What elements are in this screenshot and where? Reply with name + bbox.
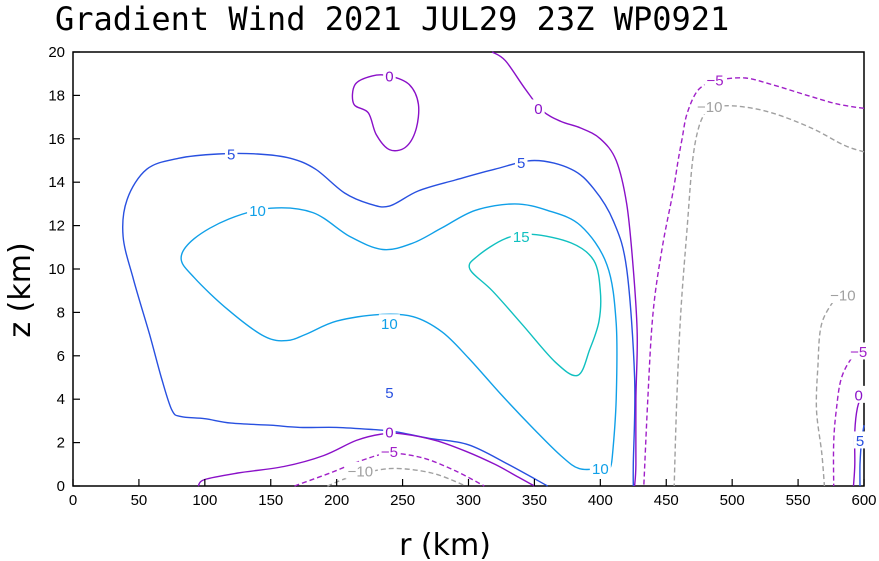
contour-label-bg xyxy=(852,385,865,403)
plot-frame xyxy=(72,51,865,487)
x-tick-label: 300 xyxy=(456,492,481,509)
contour-label: 5 xyxy=(856,433,864,450)
x-tick-label: 50 xyxy=(131,492,148,509)
contour-label: 10 xyxy=(381,316,398,333)
y-tick-label: 12 xyxy=(48,218,65,235)
contour-label: 15 xyxy=(513,229,530,246)
contour-label-bg xyxy=(510,227,532,245)
contour-label: −5 xyxy=(381,444,398,461)
contour-label: 0 xyxy=(385,424,393,441)
x-tick-label: 200 xyxy=(324,492,349,509)
contour-label-bg xyxy=(853,431,867,449)
contour-label-bg xyxy=(589,459,611,477)
contour-label-bg xyxy=(514,153,528,171)
x-tick-label: 250 xyxy=(390,492,415,509)
contour-line xyxy=(468,233,602,377)
x-tick-label: 450 xyxy=(654,492,679,509)
contour-label: 5 xyxy=(227,146,235,163)
contour-label: 0 xyxy=(385,68,393,85)
contour-label-bg xyxy=(378,314,400,332)
contour-label: 10 xyxy=(592,461,609,478)
contour-line xyxy=(351,74,420,152)
contour-line xyxy=(121,152,636,487)
contour-label: −10 xyxy=(830,288,855,305)
y-tick-label: 16 xyxy=(48,131,65,148)
y-tick-label: 4 xyxy=(57,391,65,408)
contour-label: −5 xyxy=(706,73,723,90)
contour-lines xyxy=(121,51,865,487)
contour-label: 0 xyxy=(534,101,542,118)
contour-label: −5 xyxy=(850,344,867,361)
contour-label-bg xyxy=(345,461,376,479)
y-tick-label: 14 xyxy=(48,174,65,191)
y-tick-label: 8 xyxy=(57,304,65,321)
contour-label-bg xyxy=(532,99,545,117)
contour-label-bg xyxy=(383,383,396,401)
y-axis: 0 2 4 6 8 10 12 14 16 18 20 xyxy=(48,44,80,495)
contour-label-bg xyxy=(383,66,396,84)
x-tick-label: 0 xyxy=(69,492,77,509)
y-tick-label: 20 xyxy=(48,44,65,61)
contour-label-bg xyxy=(224,144,238,162)
x-tick-label: 100 xyxy=(192,492,217,509)
y-tick-label: 0 xyxy=(57,478,65,495)
x-tick-label: 400 xyxy=(588,492,613,509)
y-tick-label: 18 xyxy=(48,87,65,104)
contour-line xyxy=(180,203,618,471)
chart-title: Gradient Wind 2021 JUL29 23Z WP0921 xyxy=(55,0,729,38)
contour-label-bg xyxy=(828,286,858,304)
contour-label: 10 xyxy=(249,203,266,220)
contour-line xyxy=(643,77,865,487)
plot-area: 15 10 10 10 5 5 5 0 0 0 −5 −5 −5 −10 −10 −10 0 5 xyxy=(72,51,870,487)
contour-labels: 15 10 10 10 5 5 5 0 0 0 −5 −5 −5 −10 −10 −10 0 5 xyxy=(224,66,870,480)
y-tick-label: 10 xyxy=(48,261,65,278)
contour-label-bg xyxy=(704,71,726,89)
contour-label-bg xyxy=(378,442,400,460)
contour-label: 5 xyxy=(385,385,393,402)
contour-label-bg xyxy=(383,422,396,440)
contour-label: −10 xyxy=(697,99,722,116)
contour-label: 0 xyxy=(855,387,863,404)
x-tick-label: 150 xyxy=(258,492,283,509)
y-axis-label: z (km) xyxy=(3,242,38,337)
contour-label-bg xyxy=(848,342,870,360)
x-tick-label: 500 xyxy=(720,492,745,509)
contour-line xyxy=(491,51,638,487)
contour-label-bg xyxy=(695,97,725,115)
x-tick-label: 550 xyxy=(786,492,811,509)
contour-label-bg xyxy=(247,201,269,219)
contour-label: 5 xyxy=(517,155,525,172)
contour-line xyxy=(815,294,839,487)
y-tick-label: 2 xyxy=(57,435,65,452)
x-axis-label: r (km) xyxy=(399,528,491,561)
y-tick-label: 6 xyxy=(57,348,65,365)
x-tick-label: 600 xyxy=(851,492,876,509)
x-tick-label: 350 xyxy=(522,492,547,509)
contour-line xyxy=(327,467,467,487)
contour-line xyxy=(197,432,535,487)
x-axis: 0 50 100 150 200 250 300 350 400 450 500 550 600 xyxy=(69,479,877,509)
contour-label: −10 xyxy=(348,463,373,480)
